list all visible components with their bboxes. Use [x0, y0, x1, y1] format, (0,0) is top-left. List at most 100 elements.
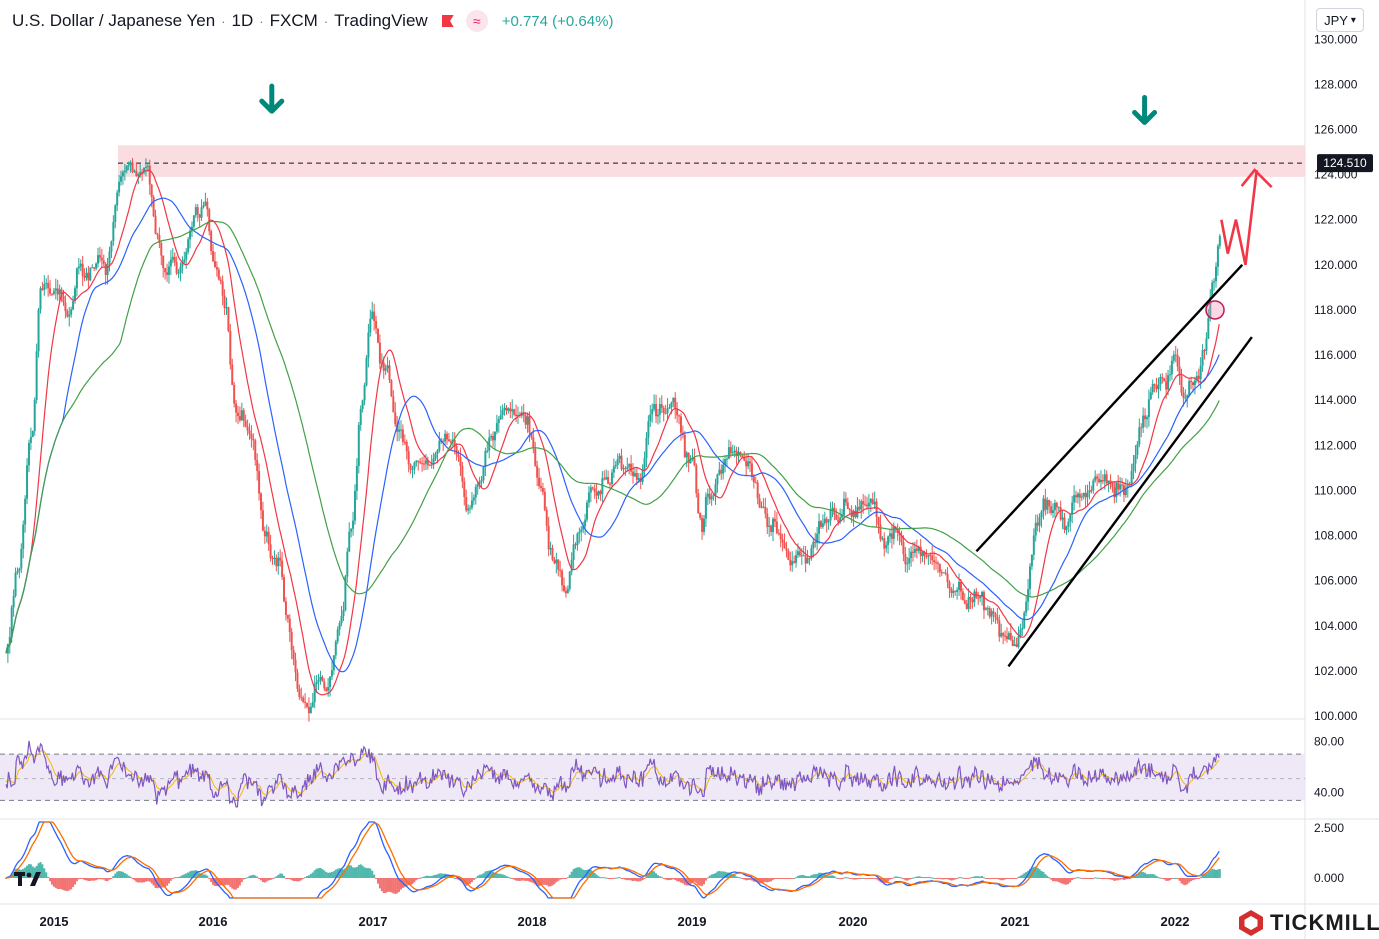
macd-histogram-bar: [973, 876, 976, 878]
candle-body: [603, 478, 606, 480]
macd-histogram-bar: [733, 874, 736, 878]
time-tick-label: 2020: [839, 914, 868, 929]
macd-histogram-bar: [229, 878, 232, 887]
candle-body: [733, 450, 736, 453]
candle-body: [1178, 366, 1181, 377]
candle-body: [971, 599, 974, 603]
macd-histogram-bar: [497, 873, 500, 878]
macd-histogram-bar: [1182, 878, 1185, 885]
macd-histogram-bar: [637, 878, 640, 882]
macd-histogram-bar: [702, 878, 705, 885]
chevron-down-icon: ▾: [1350, 14, 1356, 26]
candle-body: [827, 520, 830, 523]
candle-body: [528, 416, 531, 433]
macd-histogram-bar: [123, 873, 126, 878]
macd-histogram-bar: [365, 868, 368, 878]
candle-body: [658, 404, 661, 415]
candle-body: [772, 518, 775, 532]
macd-histogram-bar: [873, 878, 876, 879]
candle-body: [382, 362, 385, 371]
macd-histogram-bar: [549, 878, 552, 887]
candle-body: [835, 514, 838, 520]
candle-body: [1046, 500, 1049, 510]
macd-histogram-bar: [482, 873, 485, 878]
macd-histogram-bar: [768, 878, 771, 882]
candle-body: [783, 542, 786, 549]
macd-histogram-bar: [235, 878, 238, 890]
candle-body: [95, 263, 98, 269]
currency-dropdown[interactable]: JPY ▾: [1316, 8, 1364, 32]
time-tick-label: 2015: [40, 914, 69, 929]
candle-body: [564, 591, 567, 594]
macd-histogram-bar: [386, 878, 389, 892]
candle-body: [883, 538, 886, 549]
price-tick-label: 118.000: [1314, 303, 1357, 317]
macd-histogram-bar: [958, 877, 961, 879]
macd-histogram-bar: [607, 878, 610, 879]
candle-body: [609, 483, 612, 485]
candle-body: [8, 636, 11, 644]
candle-body: [666, 408, 669, 414]
tradingview-logo-icon[interactable]: [14, 870, 42, 890]
candle-body: [946, 573, 949, 583]
macd-histogram-bar: [923, 877, 926, 879]
macd-histogram-bar: [641, 878, 644, 881]
macd-histogram-bar: [47, 876, 50, 878]
macd-histogram-bar: [1203, 874, 1206, 878]
macd-histogram-bar: [175, 877, 178, 879]
candle-body: [1155, 385, 1158, 390]
symbol-title[interactable]: U.S. Dollar / Japanese Yen: [12, 11, 216, 30]
candle-body: [982, 591, 985, 611]
macd-histogram-bar: [996, 878, 999, 879]
macd-histogram-bar: [244, 877, 247, 879]
candle-body: [68, 314, 71, 317]
approx-icon[interactable]: ≈: [465, 10, 488, 32]
macd-histogram-bar: [998, 878, 1001, 880]
macd-histogram-bar: [762, 878, 765, 883]
candle-body: [858, 506, 861, 510]
macd-histogram-bar: [881, 878, 884, 883]
macd-histogram-bar: [835, 877, 838, 879]
price-tick-label: 104.000: [1314, 619, 1358, 633]
macd-histogram-bar: [1155, 875, 1158, 878]
candle-body: [160, 242, 163, 256]
candle-body: [702, 518, 705, 532]
macd-histogram-bar: [248, 875, 251, 878]
macd-histogram-bar: [340, 868, 343, 878]
macd-histogram-bar: [1061, 878, 1064, 884]
candle-body: [641, 469, 644, 482]
candle-body: [290, 632, 293, 651]
candle-body: [240, 410, 243, 421]
candle-body: [1149, 392, 1152, 400]
macd-histogram-bar: [1211, 869, 1214, 878]
macd-histogram-bar: [668, 878, 671, 881]
interval-label[interactable]: 1D: [231, 11, 254, 30]
macd-histogram-bar: [424, 875, 427, 878]
candle-body: [1025, 601, 1028, 613]
macd-histogram-bar: [254, 875, 257, 878]
macd-histogram-bar: [739, 877, 742, 879]
macd-histogram-bar: [118, 871, 121, 878]
candle-body: [1005, 636, 1008, 640]
flag-icon[interactable]: [442, 15, 454, 27]
macd-histogram-bar: [95, 878, 98, 881]
macd-histogram-bar: [68, 878, 71, 891]
candle-body: [936, 562, 939, 565]
candle-body: [777, 532, 780, 534]
candle-body: [1134, 455, 1137, 464]
macd-histogram-bar: [436, 874, 439, 878]
macd-histogram-bar: [263, 878, 266, 883]
candle-body: [781, 539, 784, 543]
candle-body: [221, 281, 224, 296]
candle-body: [403, 441, 406, 443]
macd-histogram-bar: [1005, 878, 1008, 879]
macd-histogram-bar: [302, 878, 305, 879]
macd-histogram-bar: [1117, 878, 1120, 881]
macd-histogram-bar: [800, 874, 803, 878]
macd-histogram-bar: [931, 877, 934, 879]
candle-body: [846, 502, 849, 509]
candle-body: [743, 458, 746, 461]
macd-histogram-bar: [559, 878, 562, 880]
candle-body: [864, 504, 867, 506]
